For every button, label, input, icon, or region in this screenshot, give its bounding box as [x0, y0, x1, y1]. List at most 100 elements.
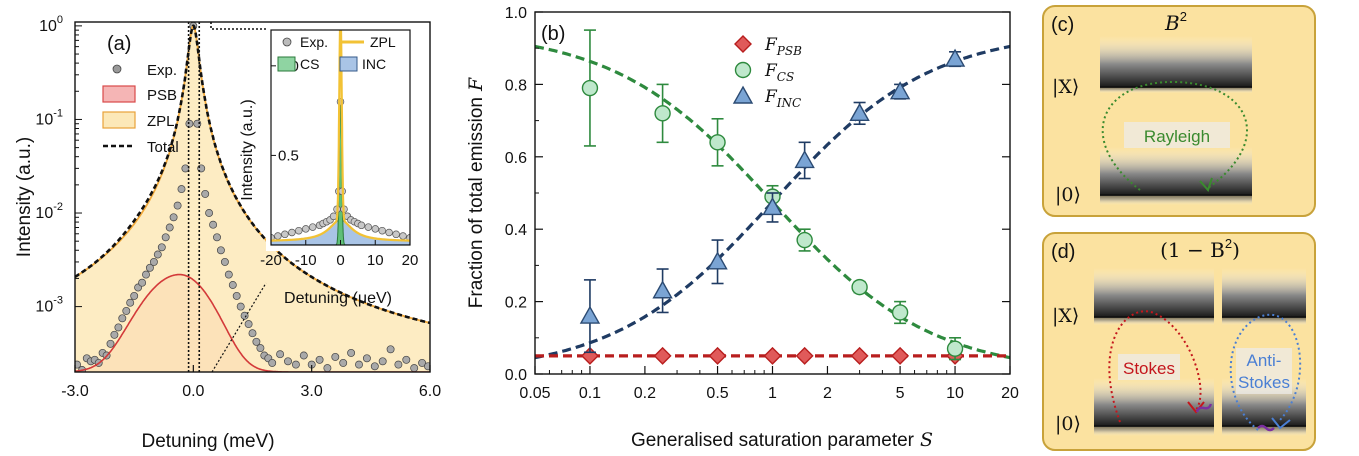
inc-point: [794, 149, 815, 169]
x-tick-label: 3.0: [301, 383, 323, 400]
exp-point: [268, 358, 277, 367]
anti-stokes-loop: [1229, 313, 1302, 431]
x-tick-label: 2: [823, 385, 832, 402]
exp-point: [424, 362, 430, 371]
exp-point: [291, 360, 300, 369]
panel-b-ticks: 0.05 0.1 0.2 0.5 1 2 5 10 20 0.0 0.2 0.4 0.6 0.8 1.0: [505, 5, 1019, 402]
exp-point: [173, 201, 182, 210]
exp-point: [165, 223, 174, 232]
panel-c: Rayleigh (c) B2 |X⟩ |0⟩: [1042, 5, 1316, 217]
legend-exp-marker: [112, 64, 122, 74]
panel-b-fits: [535, 44, 1010, 360]
inc-point: [579, 305, 601, 324]
inset-exp-point: [399, 232, 407, 240]
exp-point: [362, 354, 371, 363]
exp-point: [205, 209, 214, 217]
cs-fit-line: [535, 44, 1010, 360]
psb-point: [653, 346, 672, 365]
rayleigh-arrow-icon: [1199, 177, 1213, 192]
x-tick-label: 6.0: [419, 383, 441, 400]
legend-inc: FINC: [764, 87, 801, 110]
exp-point: [402, 355, 411, 364]
exp-point: [110, 330, 119, 339]
legend-cs-marker: [734, 61, 752, 79]
inset-exp-point: [364, 223, 373, 231]
inset-legend-inc-swatch: [339, 56, 358, 72]
cs-point: [796, 231, 813, 249]
x-tick-label: 10: [946, 385, 964, 402]
y-tick-label: 0.6: [505, 150, 527, 167]
psb-point: [708, 346, 727, 365]
inset-exp-point: [281, 230, 289, 239]
anti-stokes-label-bg: [1236, 348, 1292, 394]
panel-b-points: [579, 29, 966, 365]
level-x-band: [1100, 36, 1252, 87]
x-tick-label: -3.0: [61, 383, 89, 400]
legend-exp: Exp.: [147, 62, 177, 79]
y-tick-label: 10-2: [35, 201, 63, 222]
y-tick-label: 0.0: [505, 367, 527, 384]
exp-point: [149, 257, 158, 266]
exp-point: [410, 364, 419, 372]
exp-point: [339, 358, 348, 367]
x-tick-label: 20: [1001, 385, 1019, 402]
inset-exp-point: [274, 232, 282, 240]
panel-d-label: (d): [1051, 241, 1075, 263]
exp-point: [161, 233, 170, 242]
exp-point: [315, 355, 324, 364]
inset-xlabel: Detuning (μeV): [284, 290, 392, 307]
exp-point: [331, 352, 340, 361]
exp-point: [378, 357, 387, 366]
inset-legend-cs-swatch: [277, 56, 296, 72]
exp-point: [252, 337, 261, 346]
x-tick-label: 1: [768, 385, 777, 402]
inset-exp-point: [357, 221, 366, 230]
cs-point: [581, 79, 599, 97]
exp-point: [118, 314, 127, 323]
inset-exp-point: [371, 225, 380, 233]
exp-point: [228, 281, 237, 289]
d-level-x-lower-right: [1222, 317, 1306, 325]
panel-c-title: B2: [1164, 9, 1187, 35]
panel-b-xlabel: Generalised saturation parameter S: [631, 429, 933, 451]
exp-point: [236, 302, 245, 311]
inset-legend-inc: INC: [362, 56, 386, 72]
exp-point: [323, 364, 332, 372]
cs-point: [946, 340, 964, 357]
inc-point: [849, 102, 870, 122]
exp-point: [224, 270, 233, 279]
exp-point: [276, 350, 285, 359]
panel-b-label: (b): [541, 23, 565, 45]
zoom-line-top: [210, 22, 266, 30]
inc-point: [707, 251, 728, 270]
y-tick-label: 10-3: [35, 295, 63, 316]
x-tick-label: 0.05: [519, 385, 550, 402]
level-0-lower: [1100, 195, 1252, 205]
inset-legend-exp-marker: [282, 37, 292, 47]
y-tick-label: 0.4: [505, 222, 527, 239]
exp-point: [201, 189, 210, 198]
exp-point: [181, 164, 190, 173]
inset-exp-point: [288, 228, 296, 237]
cs-point: [891, 304, 909, 321]
exp-point: [256, 344, 265, 353]
exp-point: [418, 358, 427, 367]
inc-point: [762, 197, 783, 216]
panel-a-xlabel: Detuning (meV): [141, 431, 274, 452]
exp-point: [114, 323, 123, 332]
inset-y-tick-label: 0.5: [278, 147, 299, 164]
d-level-0-band-left: [1094, 378, 1214, 426]
panel-a-ylabel: Intensity (a.u.): [14, 137, 35, 257]
inset-exp-point: [378, 226, 386, 235]
stokes-label-bg: [1118, 354, 1180, 380]
panel-a-legend: Exp. PSB ZPL Total: [102, 62, 179, 156]
inset-x-tick-label: -20: [260, 252, 282, 269]
inset-legend-cs: CS: [300, 56, 319, 72]
psb-point: [850, 346, 869, 365]
psb-point: [795, 346, 814, 365]
panel-a-frame: [74, 21, 431, 373]
exp-point: [209, 220, 218, 229]
rayleigh-loop: [1101, 80, 1248, 191]
